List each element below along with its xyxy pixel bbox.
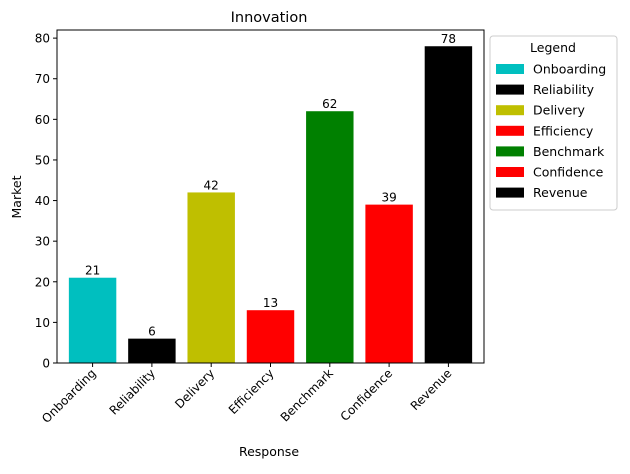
bar (246, 310, 295, 363)
bar (424, 46, 473, 364)
x-axis: Onboarding Reliability Delivery Efficiency B… (39, 363, 455, 426)
legend-entries: Onboarding Reliability Delivery Efficiency B… (496, 62, 606, 200)
y-tick-label: 60 (35, 113, 50, 127)
bar (365, 204, 413, 363)
legend-swatch (496, 64, 524, 74)
y-tick-label: 70 (35, 72, 50, 86)
legend-title: Legend (530, 40, 576, 55)
legend-entry-label: Onboarding (533, 62, 606, 77)
legend-entry-label: Delivery (533, 103, 585, 118)
bar (128, 338, 176, 363)
y-tick-label: 30 (35, 235, 50, 249)
x-tick-label: Confidence (338, 366, 396, 424)
bar-value-label: 62 (322, 97, 337, 111)
plot-frame (56, 29, 485, 364)
bar-value-label: 6 (148, 325, 156, 339)
y-tick-label: 40 (35, 194, 50, 208)
bar (68, 277, 117, 363)
legend-entry-label: Revenue (533, 185, 588, 200)
legend-swatch (496, 105, 524, 116)
y-tick-label: 50 (35, 153, 50, 167)
x-tick-label: Efficiency (226, 366, 277, 417)
bar (306, 111, 354, 363)
bar-value-label: 13 (263, 296, 278, 310)
bars (68, 46, 473, 364)
y-tick-label: 10 (35, 316, 50, 330)
x-tick-label: Revenue (408, 366, 455, 413)
y-axis: 0 10 20 30 40 50 60 70 80 (35, 32, 57, 371)
legend-swatch (496, 167, 524, 177)
legend-swatch (496, 146, 524, 157)
legend-frame (489, 35, 618, 211)
x-tick-label: Reliability (107, 366, 158, 417)
x-tick-label: Delivery (172, 366, 217, 411)
y-tick-label: 80 (35, 32, 50, 46)
chart-title: Innovation (231, 10, 308, 26)
legend-swatch (496, 187, 524, 198)
bar-value-label: 39 (381, 191, 396, 205)
legend-entry-label: Reliability (533, 82, 595, 97)
legend-swatch (496, 84, 524, 95)
x-tick-label: Benchmark (278, 366, 336, 424)
bar (187, 192, 235, 363)
x-axis-label: Response (239, 444, 299, 459)
bar-value-labels: 21 6 42 13 62 39 78 (85, 32, 456, 338)
bar-value-label: 21 (85, 264, 100, 278)
bar-value-label: 78 (441, 32, 456, 46)
y-axis-label: Market (9, 175, 24, 218)
x-tick-label: Onboarding (39, 366, 99, 426)
y-tick-label: 20 (35, 275, 50, 289)
legend-entry-label: Efficiency (533, 123, 594, 138)
legend-entry-label: Benchmark (533, 144, 605, 159)
legend-swatch (496, 125, 524, 136)
y-tick-label: 0 (42, 357, 50, 371)
legend: Legend Onboarding Reliability Delivery Effi… (489, 35, 618, 211)
legend-entry-label: Confidence (533, 165, 604, 180)
bar-value-label: 42 (204, 178, 219, 192)
